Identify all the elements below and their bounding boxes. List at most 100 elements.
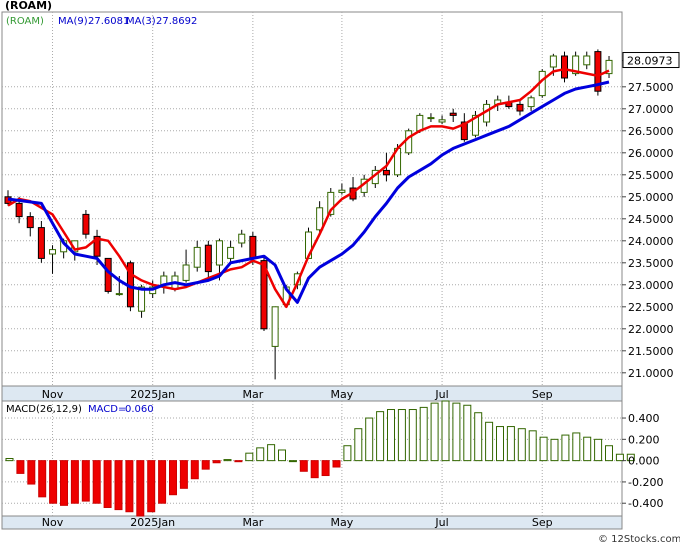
price-tick-label: 23.5000 — [628, 257, 674, 270]
macd-bar-positive — [626, 453, 635, 462]
candle-up — [549, 55, 557, 68]
macd-bar-negative — [190, 460, 199, 480]
macd-bar-negative — [70, 460, 79, 504]
candle-up — [316, 207, 324, 231]
macd-bar-positive — [572, 432, 581, 462]
candle-up — [583, 55, 591, 66]
last-price-label: 28.0973 — [627, 55, 673, 68]
macd-bar-positive — [605, 445, 613, 462]
chart-title: (ROAM) — [5, 0, 52, 12]
candle-down — [561, 55, 568, 79]
macd-bar-positive — [474, 412, 483, 462]
macd-tick-label: -0.400 — [628, 497, 663, 510]
price-tick-label: 24.0000 — [628, 235, 674, 248]
macd-xtick-label: May — [331, 516, 354, 529]
price-tick-label: 26.5000 — [628, 125, 674, 138]
macd-tick-label: 0.200 — [628, 433, 660, 446]
macd-bar-positive — [5, 458, 14, 462]
candle-down — [516, 103, 524, 112]
candle-down — [260, 260, 268, 330]
candle-down — [460, 121, 468, 141]
macd-bar-positive — [288, 460, 297, 463]
legend-ma3-label: MA(3) — [126, 16, 156, 27]
macd-bar-negative — [114, 460, 123, 511]
last-price-box — [622, 52, 680, 69]
macd-bar-positive — [223, 459, 232, 462]
macd-tick-label: -0.200 — [628, 476, 663, 489]
candle-down — [93, 235, 101, 257]
macd-bar-negative — [310, 460, 319, 479]
legend-ma9-label: MA(9) — [58, 16, 88, 27]
ma9-line — [7, 80, 610, 304]
candle-down — [26, 216, 34, 229]
candle-up — [193, 246, 201, 268]
macd-bar-positive — [256, 447, 265, 462]
candle-up — [49, 249, 57, 255]
macd-xtick-label: Mar — [242, 516, 263, 529]
macd-bar-negative — [92, 460, 101, 504]
macd-title: MACD(26,12,9) — [6, 404, 82, 415]
price-tick-label: 22.5000 — [628, 301, 674, 314]
macd-legend-label: MACD — [88, 404, 118, 415]
macd-bar-positive — [430, 402, 439, 462]
macd-bar-positive — [408, 409, 417, 462]
price-tick-label: 27.5000 — [628, 81, 674, 94]
candle-up — [605, 59, 613, 75]
macd-tick-label: 0.400 — [628, 412, 660, 425]
macd-legend-eq: = — [118, 404, 126, 415]
candle-down — [82, 213, 90, 235]
price-tick-label: 22.0000 — [628, 323, 674, 336]
price-xtick-label: 2025Jan — [130, 388, 175, 401]
macd-bar-positive — [452, 402, 461, 462]
macd-xtick-label: Sep — [532, 516, 553, 529]
candle-up — [405, 130, 413, 154]
macd-bar-positive — [278, 449, 286, 462]
macd-bar-positive — [343, 445, 352, 462]
macd-legend-value: 0.060 — [125, 404, 154, 415]
ma3-line — [7, 67, 610, 309]
macd-xaxis-band — [1, 515, 623, 530]
macd-bar-negative — [49, 460, 58, 504]
price-xtick-label: Mar — [242, 388, 263, 401]
macd-xtick-label: Nov — [42, 516, 64, 529]
macd-xtick-label: 2025Jan — [130, 516, 175, 529]
price-xaxis-band — [1, 385, 623, 402]
macd-bar-positive — [496, 426, 504, 462]
macd-bar-positive — [419, 406, 428, 462]
legend-symbol: (ROAM) — [6, 16, 44, 27]
macd-bar-positive — [245, 452, 254, 462]
macd-bar-positive — [583, 436, 592, 462]
macd-bar-positive — [376, 411, 385, 462]
macd-bar-negative — [158, 460, 167, 504]
macd-bar-positive — [365, 417, 374, 462]
price-tick-label: 23.0000 — [628, 279, 674, 292]
macd-bar-negative — [27, 460, 36, 485]
macd-bar-negative — [60, 460, 68, 506]
candle-down — [449, 112, 457, 116]
macd-bar-positive — [539, 436, 548, 462]
price-tick-label: 21.0000 — [628, 367, 674, 380]
macd-bar-positive — [528, 430, 537, 462]
legend-ma9-value: 27.6081 — [88, 16, 129, 27]
price-panel-frame — [1, 11, 623, 402]
candle-up — [527, 97, 535, 108]
macd-bar-positive — [463, 404, 472, 462]
candle-down — [249, 235, 257, 259]
macd-bar-negative — [201, 460, 210, 470]
macd-tick-label: 0.000 — [628, 455, 660, 468]
candle-up — [338, 189, 346, 193]
candle-up — [471, 114, 479, 136]
macd-bar-negative — [299, 460, 308, 472]
candle-down — [382, 169, 390, 176]
macd-bar-negative — [321, 460, 330, 477]
macd-bar-negative — [179, 460, 188, 489]
candle-down — [594, 51, 602, 92]
macd-bar-negative — [234, 460, 243, 463]
macd-bar-positive — [594, 438, 603, 462]
macd-bar-positive — [506, 426, 515, 462]
candle-up — [438, 119, 446, 123]
macd-bar-negative — [81, 460, 90, 502]
macd-bar-negative — [212, 460, 221, 464]
macd-bar-negative — [16, 460, 25, 474]
